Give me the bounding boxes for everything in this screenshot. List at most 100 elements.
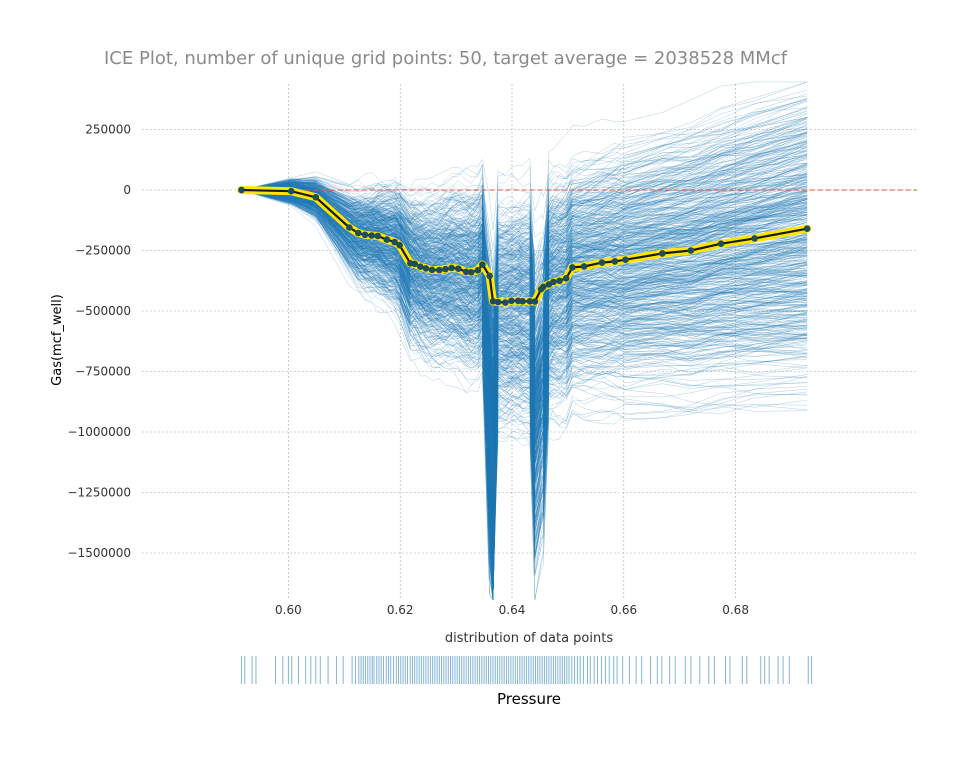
- ice-curve: [241, 172, 808, 346]
- ice-curve: [241, 189, 808, 563]
- average-ice-point: [717, 240, 725, 248]
- ice-curve: [241, 189, 808, 458]
- ice-curve: [241, 189, 808, 601]
- ice-curve: [241, 189, 808, 481]
- ice-curve: [241, 107, 808, 231]
- average-ice-point: [448, 264, 455, 272]
- ice-curve: [241, 189, 808, 427]
- ice-curve: [241, 189, 808, 536]
- ice-curve: [241, 189, 808, 428]
- ice-curve: [241, 167, 808, 458]
- ice-curve: [241, 134, 808, 486]
- ice-curve: [241, 183, 808, 431]
- average-ice-point: [479, 261, 486, 268]
- ice-curve: [241, 182, 808, 408]
- ice-curve: [241, 189, 808, 472]
- average-ice-point: [486, 272, 493, 280]
- ice-curve: [241, 185, 808, 526]
- ice-curve: [241, 188, 808, 491]
- ice-curve: [241, 189, 808, 598]
- ice-curve: [241, 155, 808, 516]
- y-tick-label: −500000: [75, 304, 131, 318]
- ice-curve: [241, 189, 808, 415]
- ice-curve: [241, 189, 808, 521]
- average-ice-point: [312, 193, 320, 201]
- ice-curve: [241, 189, 808, 470]
- ice-curve: [241, 189, 808, 394]
- ice-curve: [241, 173, 808, 388]
- ice-curve: [241, 133, 808, 458]
- ice-curve: [241, 132, 808, 458]
- ice-curve: [241, 189, 808, 540]
- ice-curve: [241, 189, 808, 601]
- ice-curve: [241, 177, 808, 521]
- average-ice-markers: [238, 186, 811, 306]
- ice-curve: [241, 189, 808, 500]
- average-ice-point: [489, 298, 497, 305]
- ice-curve: [241, 189, 808, 375]
- ice-curve: [241, 189, 808, 495]
- ice-curve: [241, 189, 808, 362]
- ice-curve: [241, 189, 808, 563]
- ice-curve: [241, 189, 808, 562]
- ice-curve: [241, 149, 808, 453]
- ice-curve: [241, 185, 808, 473]
- average-ice-point: [562, 275, 570, 282]
- average-ice-point: [391, 238, 398, 246]
- ice-curve: [241, 189, 808, 462]
- ice-curve: [241, 154, 808, 444]
- ice-curve: [241, 189, 808, 508]
- ice-curve: [241, 176, 808, 534]
- ice-curve: [241, 189, 808, 403]
- y-tick-labels: 250000 0 −250000 −500000 −750000 −1000000 −125…: [68, 123, 132, 561]
- ice-curve: [241, 189, 808, 458]
- ice-curve: [241, 189, 808, 489]
- ice-curve: [241, 189, 808, 368]
- ice-curve: [241, 189, 808, 399]
- ice-curve: [241, 189, 808, 507]
- ice-curve: [241, 189, 808, 590]
- ice-curve: [241, 189, 808, 566]
- ice-curve: [241, 189, 808, 434]
- ice-curve: [241, 189, 808, 529]
- ice-curve: [241, 186, 808, 497]
- ice-curve: [241, 189, 808, 572]
- ice-curve: [241, 189, 808, 518]
- ice-curve: [241, 189, 808, 473]
- ice-curve: [241, 126, 808, 455]
- ice-curve: [241, 154, 808, 375]
- ice-curve: [241, 181, 808, 439]
- ice-curve: [241, 189, 808, 601]
- ice-curve: [241, 189, 808, 457]
- ice-curve: [241, 188, 808, 466]
- ice-curve: [241, 189, 808, 497]
- ice-curve: [241, 132, 808, 474]
- ice-curve: [241, 189, 808, 409]
- ice-curve: [241, 189, 808, 423]
- ice-curve: [241, 186, 808, 563]
- ice-curve: [241, 189, 808, 390]
- ice-curve: [241, 189, 808, 601]
- ice-curve: [241, 189, 808, 519]
- ice-curve: [241, 131, 808, 503]
- ice-curve: [241, 167, 808, 382]
- ice-curve: [241, 187, 808, 459]
- ice-curve: [241, 189, 808, 601]
- average-ice-point: [417, 263, 424, 271]
- ice-curve: [241, 188, 808, 421]
- ice-curve: [241, 185, 808, 536]
- ice-curve: [241, 189, 808, 581]
- ice-curve: [241, 189, 808, 461]
- x-tick-label: 0.66: [610, 603, 637, 617]
- ice-curve: [241, 116, 808, 468]
- ice-curve: [241, 189, 808, 407]
- ice-curve: [241, 189, 808, 464]
- average-ice-point: [383, 236, 391, 243]
- y-tick-label: −1250000: [68, 486, 132, 500]
- ice-curve: [241, 189, 808, 526]
- ice-curve: [241, 183, 808, 494]
- ice-curve: [241, 189, 808, 449]
- ice-curve: [241, 189, 808, 458]
- ice-curve: [241, 189, 808, 565]
- ice-curve: [241, 189, 808, 434]
